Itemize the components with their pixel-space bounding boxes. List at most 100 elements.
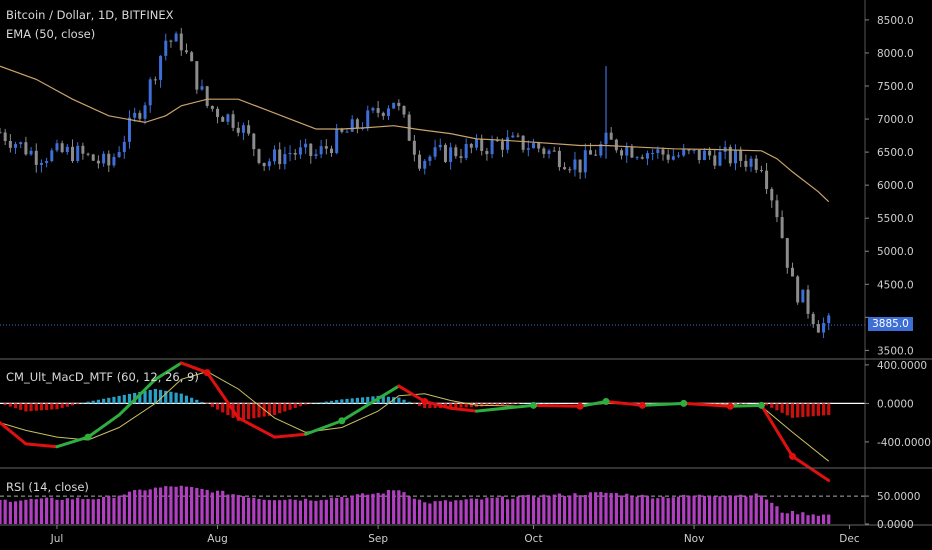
macd-histogram-bar	[329, 400, 334, 404]
candle-body	[796, 276, 800, 303]
candle-body	[355, 119, 359, 129]
rsi-bar	[614, 493, 618, 524]
macd-histogram-bar	[340, 399, 344, 404]
candle-body	[76, 145, 80, 161]
rsi-bar	[386, 489, 391, 524]
time-tick-label: Sep	[368, 533, 388, 545]
candle-body	[770, 189, 774, 201]
candle-body	[216, 108, 220, 118]
macd-histogram-bar	[50, 403, 54, 410]
rsi-bar	[19, 500, 23, 524]
rsi-bar	[619, 495, 624, 524]
symbol-legend[interactable]: Bitcoin / Dollar, 1D, BITFINEX	[6, 8, 174, 22]
candle-body	[262, 162, 266, 167]
rsi-bar	[645, 495, 650, 524]
macd-cross-dot	[530, 401, 538, 409]
candle-body	[309, 143, 313, 157]
ema-legend[interactable]: EMA (50, close)	[6, 27, 96, 41]
rsi-bar	[640, 494, 644, 524]
rsi-bar	[39, 498, 44, 524]
rsi-bar	[179, 485, 183, 524]
candle-body	[200, 86, 204, 90]
macd-histogram-bar	[70, 403, 75, 406]
rsi-legend[interactable]: RSI (14, close)	[6, 480, 89, 494]
macd-pane	[0, 361, 865, 482]
candle-body	[827, 315, 831, 324]
macd-histogram-bar	[485, 403, 489, 407]
candle-body	[790, 267, 794, 277]
candle-body	[71, 146, 75, 161]
candle-body	[60, 143, 64, 153]
macd-histogram-bar	[13, 403, 18, 409]
rsi-bar	[112, 497, 116, 524]
rsi-bar	[303, 498, 308, 524]
ema-line	[0, 65, 830, 203]
rsi-bar	[360, 493, 365, 524]
macd-histogram-bar	[764, 403, 769, 406]
macd-cross-dot	[84, 433, 92, 441]
candle-body	[708, 150, 712, 156]
rsi-bar	[293, 499, 297, 524]
price-pane	[0, 27, 865, 339]
candle-body	[542, 148, 546, 154]
rsi-bar	[412, 498, 416, 524]
rsi-bar	[236, 495, 240, 524]
candle-body	[578, 159, 582, 173]
rsi-bar	[417, 499, 422, 524]
candle-body	[45, 161, 49, 163]
macd-legend[interactable]: CM_Ult_MacD_MTF (60, 12, 26, 9)	[6, 370, 199, 384]
candle-body	[226, 114, 230, 122]
candle-body	[438, 144, 442, 148]
candle-body	[418, 154, 422, 169]
rsi-bar	[397, 490, 401, 524]
candle-body	[702, 150, 706, 160]
rsi-bar	[573, 493, 577, 524]
candle-body	[91, 154, 95, 161]
rsi-bar	[158, 487, 163, 524]
candle-body	[506, 137, 510, 150]
candle-body	[713, 155, 717, 166]
rsi-bar	[749, 495, 753, 524]
rsi-bar	[195, 488, 199, 524]
rsi-bar	[785, 513, 789, 524]
rsi-bar	[821, 514, 826, 524]
candle-body	[283, 154, 287, 165]
macd-histogram-bar	[288, 403, 292, 410]
macd-histogram-bar	[428, 403, 432, 409]
candle-body	[34, 150, 38, 165]
candle-body	[651, 152, 655, 154]
macd-histogram-bar	[76, 403, 80, 405]
macd-cross-dot	[602, 397, 610, 405]
rsi-bar	[474, 498, 479, 524]
macd-histogram-bar	[221, 403, 225, 413]
rsi-bar	[744, 496, 748, 524]
rsi-bar	[45, 497, 49, 524]
candle-body	[236, 127, 240, 133]
price-tick-label: 5500.0	[877, 213, 914, 225]
rsi-bar	[127, 491, 132, 524]
candle-body	[630, 146, 634, 158]
rsi-bar	[651, 498, 655, 524]
rsi-bar	[55, 499, 59, 524]
macd-histogram-bar	[190, 397, 194, 404]
macd-histogram-bar	[200, 401, 204, 404]
macd-histogram-bar	[423, 403, 427, 409]
rsi-bar	[169, 486, 173, 524]
macd-histogram-bar	[143, 390, 147, 404]
rsi-bar	[402, 492, 406, 524]
candle-body	[96, 160, 100, 164]
rsi-bar	[469, 498, 473, 524]
macd-histogram-bar	[511, 403, 515, 405]
candle-body	[459, 156, 463, 158]
rsi-bar	[138, 489, 142, 524]
rsi-bar	[625, 493, 629, 524]
macd-histogram-bar	[780, 403, 784, 413]
rsi-bar	[272, 500, 277, 524]
candle-body	[304, 143, 308, 148]
rsi-bar	[184, 486, 189, 524]
macd-histogram-bar	[449, 403, 453, 409]
macd-histogram-bar	[247, 403, 251, 420]
rsi-bar	[635, 496, 639, 524]
rsi-bar	[526, 494, 530, 524]
